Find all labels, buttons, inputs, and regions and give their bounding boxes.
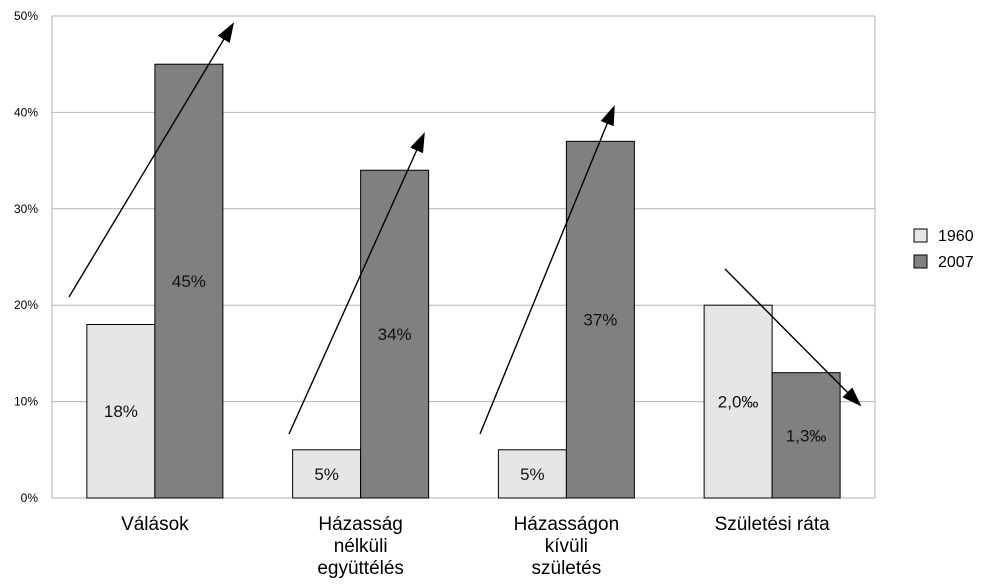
bar-2007-2: [565, 140, 635, 499]
y-tick-label: 0%: [21, 491, 39, 505]
data-label: 34%: [378, 325, 412, 344]
trend-arrow: [288, 132, 425, 435]
trend-arrow: [724, 268, 862, 407]
data-label: 5%: [314, 465, 339, 484]
bar-1960-2: [497, 449, 567, 499]
trend-arrow: [68, 22, 235, 298]
category-label: együttélés: [317, 558, 404, 579]
y-tick-label: 20%: [14, 298, 38, 312]
data-label: 18%: [104, 402, 138, 421]
data-label: 1,3‰: [786, 426, 827, 445]
trend-arrows: [68, 22, 862, 435]
y-tick-label: 50%: [14, 9, 38, 23]
category-label: nélküli: [334, 536, 388, 557]
legend-entry: 1960: [938, 228, 974, 245]
category-label: kívüli: [545, 536, 588, 557]
legend-swatch-1960: [913, 228, 928, 243]
legend-entry: 2007: [938, 254, 974, 271]
data-label: 5%: [520, 465, 545, 484]
bar-2007-3: [771, 372, 841, 499]
category-label: Házasságon: [514, 514, 620, 535]
legend: 1960 2007: [913, 228, 974, 271]
category-label: Házasság: [318, 514, 403, 535]
y-tick-label: 40%: [14, 105, 38, 119]
category-label: Születési ráta: [715, 514, 831, 535]
data-label: 45%: [172, 272, 206, 291]
bar-1960-1: [292, 449, 362, 499]
category-label: születés: [532, 558, 602, 579]
y-tick-label: 30%: [14, 202, 38, 216]
data-label: 2,0‰: [718, 393, 759, 412]
y-axis-ticks: 0% 10% 20% 30% 40% 50%: [14, 9, 38, 505]
data-label: 37%: [583, 311, 617, 330]
bar-2007-1: [360, 169, 430, 499]
bar-1960-3: [703, 304, 773, 499]
trend-arrow: [479, 105, 615, 435]
data-labels: 18% 45% 5% 34% 5% 37% 2,0‰ 1,3‰: [104, 272, 827, 484]
category-label: Válások: [121, 514, 189, 535]
y-tick-label: 10%: [14, 395, 38, 409]
legend-swatch-2007: [913, 254, 928, 269]
